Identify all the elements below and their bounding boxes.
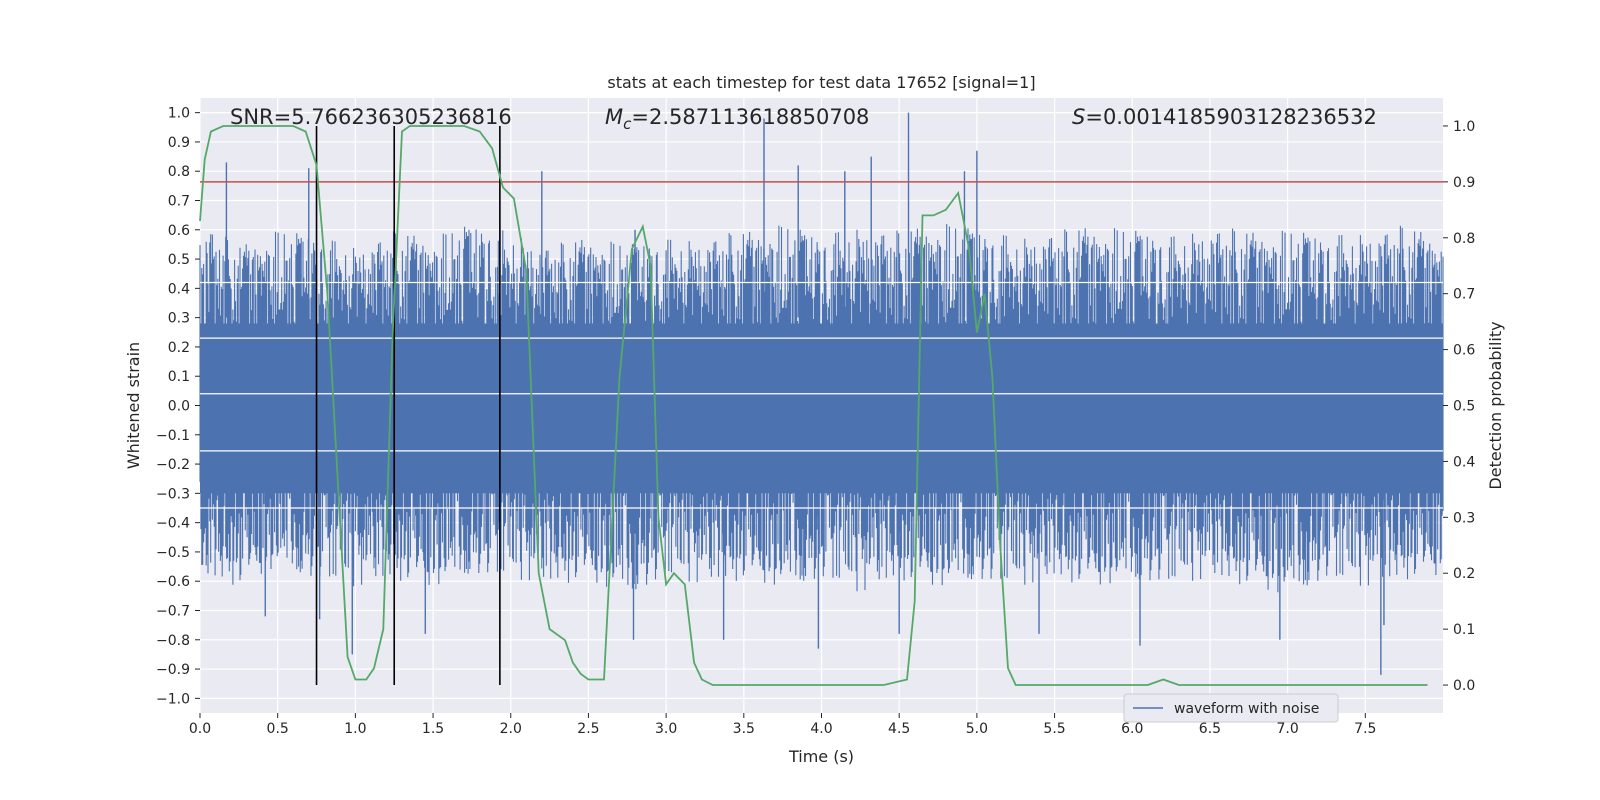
strain-series — [199, 112, 1444, 675]
x-tick-label: 7.0 — [1276, 721, 1298, 737]
y-tick-label: 0.0 — [168, 399, 190, 415]
y2-tick-label: 0.1 — [1453, 622, 1475, 638]
s-value: =0.0014185903128236532 — [1085, 105, 1377, 129]
mc-value: =2.587113618850708 — [631, 105, 869, 129]
y2-axis-label: Detection probability — [1486, 321, 1505, 489]
y-tick-label: 0.4 — [168, 281, 190, 297]
x-tick-label: 2.0 — [500, 721, 522, 737]
chart-title: stats at each timestep for test data 176… — [607, 73, 1035, 92]
s-symbol: S — [1072, 105, 1085, 129]
legend: waveform with noise — [1123, 693, 1339, 723]
x-tick-label: 0.5 — [267, 721, 289, 737]
y-tick-label: −0.2 — [156, 457, 190, 473]
s-annotation: S=0.0014185903128236532 — [1072, 105, 1377, 129]
y-tick-label: −0.1 — [156, 428, 190, 444]
y-tick-label: 0.2 — [168, 340, 190, 356]
y-tick-label: −0.4 — [156, 516, 190, 532]
y2-tick-label: 0.7 — [1453, 287, 1475, 303]
y2-tick-label: 0.0 — [1453, 678, 1475, 694]
y-tick-label: −0.3 — [156, 486, 190, 502]
x-tick-label: 1.0 — [344, 721, 366, 737]
snr-annotation: SNR=5.766236305236816 — [230, 105, 512, 129]
y-tick-label: 0.5 — [168, 252, 190, 268]
y-tick-label: −0.5 — [156, 545, 190, 561]
x-tick-label: 3.5 — [733, 721, 755, 737]
probability-line — [199, 125, 1428, 686]
y-tick-label: −0.6 — [156, 574, 190, 590]
y-tick-label: 0.3 — [168, 311, 190, 327]
y-tick-label: −0.7 — [156, 604, 190, 620]
y2-tick-labels: 0.0 0.1 0.2 0.3 0.4 0.5 0.6 0.7 0.8 0.9 1.0 — [1443, 119, 1475, 694]
y-tick-labels: −1.0 −0.9 −0.8 −0.7 −0.6 −0.5 −0.4 −0.3 −0.2 −0.1… — [156, 106, 200, 707]
x-tick-label: 0.0 — [189, 721, 211, 737]
y-tick-label: 0.6 — [168, 223, 190, 239]
x-tick-labels: 0.0 0.5 1.0 1.5 2.0 2.5 3.0 3.5 4.0 4.5 5.0 5.5 6.0 6… — [189, 713, 1376, 737]
y-tick-label: 0.8 — [168, 164, 190, 180]
y-tick-label: 0.1 — [168, 369, 190, 385]
x-tick-label: 5.5 — [1043, 721, 1065, 737]
y-tick-label: −1.0 — [156, 691, 190, 707]
probability-series — [199, 125, 1428, 686]
x-tick-label: 2.5 — [577, 721, 599, 737]
y-tick-label: 1.0 — [168, 106, 190, 122]
y2-tick-label: 0.5 — [1453, 399, 1475, 415]
y2-tick-label: 0.6 — [1453, 343, 1475, 359]
y-tick-label: 0.7 — [168, 194, 190, 210]
mc-annotation: Mc=2.587113618850708 — [605, 105, 869, 133]
y2-tick-label: 0.4 — [1453, 454, 1475, 470]
mc-symbol: M — [605, 105, 623, 129]
overlay-lines — [200, 125, 1443, 686]
x-tick-label: 6.5 — [1199, 721, 1221, 737]
y2-tick-label: 0.2 — [1453, 566, 1475, 582]
y2-tick-label: 0.9 — [1453, 175, 1475, 191]
y-tick-label: −0.8 — [156, 633, 190, 649]
y-tick-label: 0.9 — [168, 135, 190, 151]
x-tick-label: 5.0 — [966, 721, 988, 737]
y2-tick-label: 0.8 — [1453, 231, 1475, 247]
y2-tick-label: 1.0 — [1453, 119, 1475, 135]
x-tick-label: 1.5 — [422, 721, 444, 737]
x-tick-label: 4.0 — [810, 721, 832, 737]
strain-noise-trace — [199, 224, 1444, 593]
mc-subscript: c — [623, 115, 632, 133]
x-axis-label: Time (s) — [788, 747, 854, 766]
x-tick-label: 3.0 — [655, 721, 677, 737]
x-tick-label: 6.0 — [1121, 721, 1143, 737]
y-tick-label: −0.9 — [156, 662, 190, 678]
legend-box — [1123, 693, 1339, 723]
x-tick-label: 7.5 — [1354, 721, 1376, 737]
x-tick-label: 4.5 — [888, 721, 910, 737]
legend-label: waveform with noise — [1174, 701, 1319, 717]
y-axis-label: Whitened strain — [124, 342, 143, 469]
y2-tick-label: 0.3 — [1453, 510, 1475, 526]
